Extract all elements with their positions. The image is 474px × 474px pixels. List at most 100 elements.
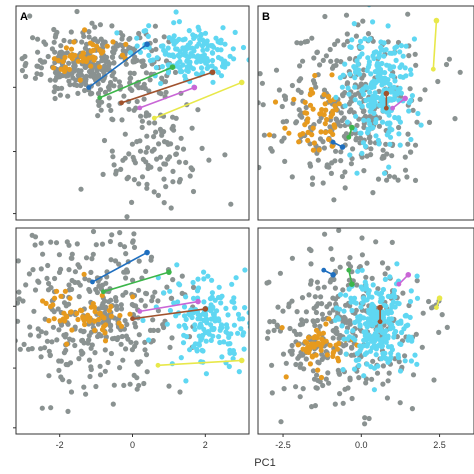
point-gray: [131, 244, 138, 250]
point-gray: [95, 90, 102, 97]
point-cyan: [348, 295, 354, 301]
point-orange: [57, 318, 63, 324]
point-gray: [344, 462, 349, 467]
point-gray: [136, 30, 142, 37]
point-gray: [308, 261, 314, 267]
point-gray: [298, 361, 304, 367]
point-gray: [54, 337, 60, 343]
connector-line: [157, 359, 242, 367]
point-cyan: [366, 332, 372, 338]
point-gray: [343, 12, 350, 18]
point-orange: [88, 63, 94, 69]
point-gray: [322, 231, 328, 237]
point-gray: [102, 39, 108, 45]
point-gray: [294, 309, 300, 315]
point-cyan: [246, 310, 249, 316]
point-gray: [69, 255, 75, 261]
point-gray: [40, 59, 46, 65]
point-gray: [27, 332, 33, 338]
x-tick-label: 0.0: [355, 440, 368, 450]
point-orange: [310, 125, 316, 131]
point-gray: [108, 79, 114, 86]
point-gray: [139, 84, 145, 91]
point-orange: [310, 106, 316, 112]
connector-line: [92, 251, 148, 283]
point-cyan: [218, 73, 225, 79]
point-gray: [410, 107, 416, 113]
point-gray: [347, 56, 353, 62]
point-orange: [60, 58, 66, 65]
point-gray: [51, 39, 57, 45]
point-gray: [136, 287, 142, 293]
point-orange: [46, 318, 52, 324]
point-cyan: [397, 119, 403, 125]
point-cyan: [179, 68, 185, 75]
point-cyan: [360, 295, 367, 301]
point-orange: [311, 140, 317, 146]
point-gray: [87, 373, 93, 380]
point-cyan: [344, 329, 350, 335]
point-cyan: [381, 335, 387, 341]
point-cyan: [359, 103, 365, 109]
point-cyan: [379, 60, 385, 67]
point-gray: [297, 322, 303, 328]
point-gray: [336, 228, 342, 233]
point-gray: [97, 22, 103, 28]
point-cyan: [198, 58, 204, 64]
point-orange: [51, 316, 57, 322]
point-cyan: [405, 322, 411, 328]
point-cyan: [192, 326, 198, 332]
point-gray: [169, 335, 175, 341]
point-cyan: [241, 346, 247, 352]
point-cyan: [371, 333, 377, 339]
point-orange: [88, 48, 94, 54]
point-gray: [52, 95, 58, 102]
point-cyan: [380, 330, 386, 336]
point-orange: [315, 367, 321, 373]
point-gray: [143, 149, 149, 155]
point-gray: [319, 301, 325, 307]
point-gray: [118, 306, 125, 312]
point-gray: [138, 113, 144, 119]
point-gray: [65, 408, 71, 414]
point-orange: [99, 292, 105, 299]
point-gray: [313, 385, 319, 391]
point-gray: [89, 256, 95, 262]
point-gray: [112, 76, 118, 82]
point-gray: [30, 267, 36, 273]
point-cyan: [373, 120, 379, 126]
point-gray: [127, 70, 133, 76]
point-gray: [367, 134, 373, 140]
point-cyan: [346, 91, 352, 97]
point-gray: [55, 306, 61, 312]
point-cyan: [340, 367, 346, 373]
point-cyan: [218, 300, 224, 306]
point-cyan: [365, 126, 371, 132]
point-gray: [389, 239, 395, 245]
point-cyan: [352, 319, 358, 326]
point-gray: [332, 41, 338, 48]
point-cyan: [209, 290, 215, 296]
point-orange: [319, 340, 326, 346]
connector-start-point: [434, 305, 439, 310]
point-gray: [93, 242, 99, 248]
point-cyan: [392, 304, 398, 310]
point-gray: [106, 102, 112, 109]
point-gray: [38, 354, 44, 360]
point-gray: [111, 69, 117, 76]
point-cyan: [407, 67, 414, 73]
point-gray: [44, 338, 51, 344]
point-gray: [303, 356, 309, 362]
point-gray: [96, 102, 102, 108]
point-cyan: [351, 295, 358, 301]
point-orange: [331, 349, 337, 355]
point-cyan: [216, 284, 222, 290]
point-cyan: [204, 46, 210, 52]
point-orange: [119, 52, 126, 58]
point-orange: [321, 91, 327, 98]
point-cyan: [181, 304, 188, 310]
point-gray: [405, 141, 411, 147]
point-orange: [317, 111, 323, 117]
point-cyan: [386, 164, 392, 170]
point-gray: [152, 38, 158, 44]
